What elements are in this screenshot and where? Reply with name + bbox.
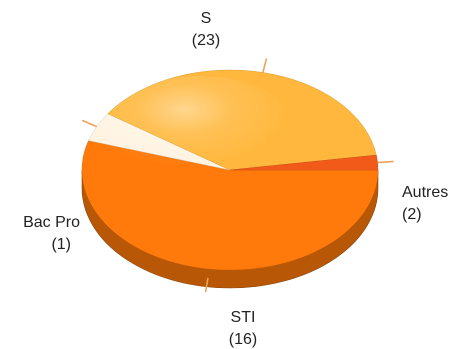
label-autres-value: (2): [402, 206, 422, 223]
leader-line-s: [204, 277, 209, 293]
label-bacpro-name: Bac Pro: [23, 214, 80, 231]
slice-labels: S (23) Autres (2) STI (16) Bac Pro (1): [23, 10, 448, 348]
leader-line-sti: [262, 58, 268, 73]
leader-line-autres: [81, 119, 97, 128]
label-s-value: (23): [192, 32, 220, 49]
leader-lines: [81, 58, 394, 293]
label-s-name: S: [201, 10, 212, 27]
label-bacpro-value: (1): [51, 236, 71, 253]
label-sti-name: STI: [231, 309, 256, 326]
label-sti-value: (16): [229, 331, 257, 348]
pie-slices: [81, 69, 379, 271]
leader-line-bac-pro: [377, 160, 394, 164]
label-autres-name: Autres: [402, 184, 448, 201]
